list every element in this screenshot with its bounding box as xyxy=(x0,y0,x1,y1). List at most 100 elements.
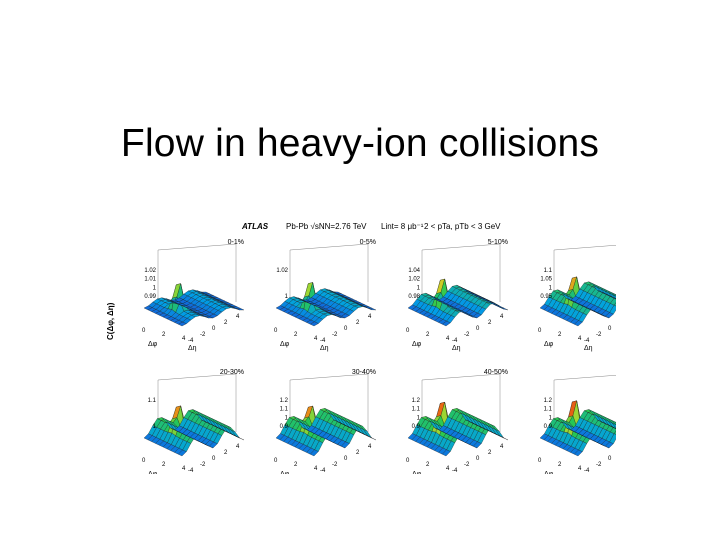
eta-tick-label: 4 xyxy=(236,314,240,320)
phi-tick-label: 2 xyxy=(426,462,430,468)
eta-tick-label: -2 xyxy=(200,462,206,468)
z-tick-label: 0.98 xyxy=(408,294,420,300)
eta-tick-label: -4 xyxy=(452,338,458,344)
surface-cell xyxy=(465,290,474,294)
dphi-axis-label: Δφ xyxy=(280,471,290,474)
eta-tick-label: 2 xyxy=(488,450,492,456)
eta-tick-label: -2 xyxy=(596,462,602,468)
panel-frame xyxy=(157,373,237,438)
phi-tick-label: 4 xyxy=(314,336,318,342)
eta-tick-label: 4 xyxy=(500,314,504,320)
surface-cell xyxy=(201,291,210,294)
eta-tick-label: -2 xyxy=(332,332,338,338)
experiment-label: ATLAS xyxy=(242,222,269,231)
phi-tick-label: 0 xyxy=(142,328,146,334)
z-tick-label: 1.02 xyxy=(276,268,288,274)
z-tick-label: 1 xyxy=(153,285,157,291)
eta-tick-label: 0 xyxy=(608,326,612,332)
z-tick-label: 1.05 xyxy=(540,277,552,283)
z-tick-label: 1 xyxy=(549,415,553,421)
eta-tick-label: -2 xyxy=(464,332,470,338)
panel-frame xyxy=(553,374,616,438)
surface-cell xyxy=(465,419,474,424)
phi-tick-label: 4 xyxy=(578,466,582,472)
phi-tick-label: 0 xyxy=(274,328,278,334)
deta-axis-label: Δη xyxy=(452,345,461,352)
eta-tick-label: 2 xyxy=(224,450,228,456)
surface-cell xyxy=(333,291,342,294)
eta-tick-label: -4 xyxy=(188,468,194,474)
correlation-figure: ATLAS Pb-Pb √sNN=2.76 TeV Lint= 8 μb⁻¹ 2… xyxy=(106,212,616,474)
eta-tick-label: -4 xyxy=(188,338,194,344)
surface-cell xyxy=(333,419,342,424)
z-tick-label: 1.01 xyxy=(144,277,156,283)
eta-tick-label: -2 xyxy=(200,332,206,338)
eta-tick-label: -4 xyxy=(584,338,590,344)
eta-tick-label: -2 xyxy=(332,462,338,468)
panel-title: 20-30% xyxy=(220,369,244,376)
z-tick-label: 0.9 xyxy=(280,424,289,430)
eta-tick-label: 0 xyxy=(212,326,216,332)
eta-tick-label: 0 xyxy=(476,326,480,332)
phi-tick-label: 0 xyxy=(538,458,542,464)
dphi-axis-label: Δφ xyxy=(544,471,554,474)
panel-frame xyxy=(421,373,501,438)
phi-tick-label: 2 xyxy=(426,332,430,338)
eta-tick-label: -4 xyxy=(452,468,458,474)
z-tick-label: 1.1 xyxy=(148,398,157,404)
eta-tick-label: 4 xyxy=(368,314,372,320)
z-tick-label: 1.1 xyxy=(280,407,289,413)
phi-tick-label: 2 xyxy=(558,462,562,468)
dphi-axis-label: Δφ xyxy=(280,341,290,348)
panel-frame xyxy=(289,243,369,308)
panel-title: 0-5% xyxy=(360,239,376,246)
dphi-axis-label: Δφ xyxy=(412,471,422,474)
phi-tick-label: 0 xyxy=(406,328,410,334)
eta-tick-label: -2 xyxy=(596,332,602,338)
phi-tick-label: 2 xyxy=(294,332,298,338)
z-tick-label: 1 xyxy=(417,415,421,421)
phi-tick-label: 0 xyxy=(406,458,410,464)
pt-cut-label: 2 < pTa, pTb < 3 GeV xyxy=(424,222,501,231)
phi-tick-label: 0 xyxy=(142,458,146,464)
z-tick-label: 1.02 xyxy=(408,277,420,283)
eta-tick-label: 4 xyxy=(236,444,240,450)
eta-tick-label: 0 xyxy=(344,456,348,462)
eta-tick-label: 0 xyxy=(608,456,612,462)
z-tick-label: 0.9 xyxy=(412,424,421,430)
phi-tick-label: 2 xyxy=(162,462,166,468)
eta-tick-label: -4 xyxy=(320,338,326,344)
surface-cell xyxy=(201,419,210,424)
collision-label: Pb-Pb √sNN=2.76 TeV xyxy=(286,222,367,231)
z-tick-label: 1.2 xyxy=(544,398,553,404)
eta-tick-label: 2 xyxy=(488,320,492,326)
dphi-axis-label: Δφ xyxy=(148,471,158,474)
phi-tick-label: 4 xyxy=(578,336,582,342)
phi-tick-label: 4 xyxy=(446,466,450,472)
deta-axis-label: Δη xyxy=(320,345,329,352)
z-tick-label: 0.9 xyxy=(544,424,553,430)
surface-cell xyxy=(597,419,606,424)
eta-tick-label: 0 xyxy=(476,456,480,462)
panel-frame xyxy=(553,244,616,308)
z-tick-label: 1.1 xyxy=(544,407,553,413)
eta-tick-label: -4 xyxy=(320,468,326,474)
z-tick-label: 0.99 xyxy=(144,294,156,300)
eta-tick-label: 4 xyxy=(500,444,504,450)
phi-tick-label: 4 xyxy=(446,336,450,342)
z-tick-label: 1 xyxy=(549,285,553,291)
z-tick-label: 1 xyxy=(417,285,421,291)
panel-title: 5-10% xyxy=(488,239,508,246)
z-tick-label: 0.95 xyxy=(540,294,552,300)
z-tick-label: 1 xyxy=(153,424,157,430)
eta-tick-label: 2 xyxy=(356,450,360,456)
z-tick-label: 1.02 xyxy=(144,268,156,274)
phi-tick-label: 4 xyxy=(314,466,318,472)
phi-tick-label: 0 xyxy=(538,328,542,334)
deta-axis-label: Δη xyxy=(584,345,593,352)
